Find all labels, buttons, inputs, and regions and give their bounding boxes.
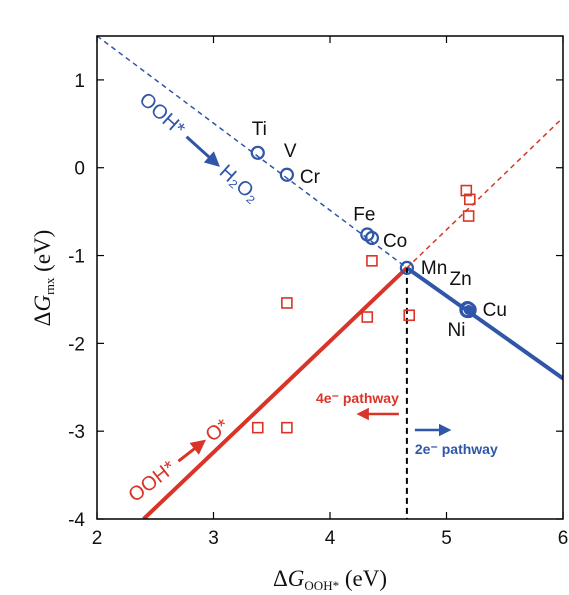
blue-line-solid [405,266,563,381]
metal-label-cu: Cu [483,300,507,321]
metal-label-co: Co [383,231,407,252]
metal-label-zn: Zn [449,269,471,290]
x-tick-label-4: 4 [325,528,336,549]
four-electron-pathway-label: 4e⁻ pathway [316,390,399,406]
annotation-ooh-h2o2: OOH* H₂O₂ [135,88,264,207]
blue-circle-point-ni [459,301,476,319]
red-square-point-3 [361,311,374,323]
y-tick-label-0: 0 [74,159,85,180]
annotation-arrow-red [177,439,207,463]
annotation-h2o2-label: H₂O₂ [215,161,264,208]
annotation-ooh-label: OOH* [135,88,190,140]
x-tick-label-2: 2 [92,528,103,549]
red-square-point-5 [403,309,416,322]
annotation-ooh-label-red: OOH* [124,457,180,507]
x-tick-label-3: 3 [208,528,219,549]
red-square-point-4 [366,255,378,267]
metal-label-cr: Cr [300,167,321,188]
red-line-solid [142,266,409,519]
y-tick-label--2: -2 [68,334,85,355]
red-square-point-1 [281,421,293,434]
x-tick-label-5: 5 [441,528,452,549]
annotation-o-label: O* [202,415,234,447]
x-tick-label-6: 6 [558,528,569,549]
annotation-arrow-blue [185,135,220,167]
red-square-point-8 [462,210,475,222]
metal-label-mn: Mn [421,258,447,279]
y-tick-label-1: 1 [74,71,85,92]
blue-circle-point-ti [250,145,265,160]
red-square-point-7 [463,193,476,206]
y-axis-title: ΔGrnx (eV) [30,230,57,327]
red-square-point-2 [281,297,293,309]
y-tick-label--4: -4 [68,510,85,531]
red-line-dashed [406,117,563,269]
red-square-point-0 [251,421,264,434]
red-square-point-6 [460,184,473,197]
blue-circle-point-v [279,167,294,182]
annotation-ooh-o: OOH* O* [124,415,233,507]
blue-circle-point-co [364,230,380,246]
metal-label-v: V [284,141,297,162]
two-electron-pathway-label: 2e⁻ pathway [415,441,498,457]
y-tick-label--1: -1 [68,247,85,268]
metal-label-fe: Fe [353,204,375,225]
blue-circle-cluster-fill [463,304,474,315]
metal-label-ni: Ni [447,320,465,341]
metal-label-ti: Ti [252,119,267,140]
blue-circle-point-mn [399,260,414,275]
x-axis-title: ΔGOOH* (eV) [273,566,387,593]
y-tick-label--3: -3 [68,422,85,443]
